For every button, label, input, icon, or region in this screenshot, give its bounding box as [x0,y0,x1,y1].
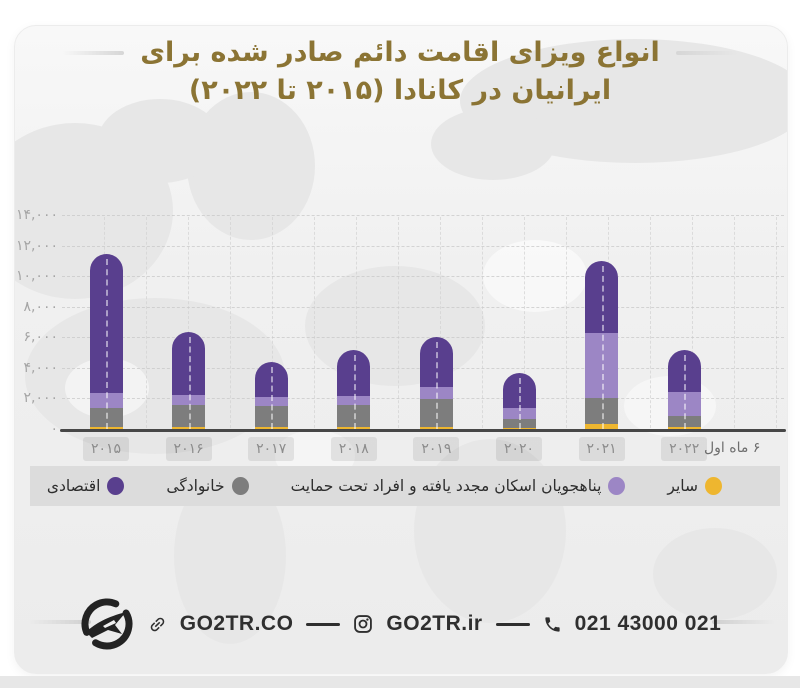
bar-center-dash [519,377,521,429]
v-gridline [146,217,147,428]
x-axis-year-label: ۲۰۱۸ [330,437,377,461]
legend-label-economic: اقتصادی [46,477,101,495]
v-gridline [692,217,693,428]
v-gridline [734,217,735,428]
legend-item-refugees: پناهجویان اسکان مجدد یافته و افراد تحت ح… [291,477,626,495]
x-axis-year-label: ۲۰۱۵ [83,437,129,461]
y-axis-tick-label: ۱۲,۰۰۰ [15,237,58,254]
v-gridline [230,217,231,428]
bar-2020 [502,372,536,429]
legend-item-family: خانوادگی [166,477,249,495]
website-text: GO2TR.CO [179,612,294,635]
v-gridline [566,217,567,428]
footer-line-left [27,620,91,624]
y-axis-tick-label: ۲,۰۰۰ [23,390,58,407]
v-gridline [398,217,399,428]
x-axis-year-label: ۲۰۱۶ [165,437,212,461]
phone-icon [544,616,560,632]
legend-item-economic: اقتصادی [47,477,125,495]
phone-number-text: 021 43000 021 [574,612,722,635]
h-gridline [62,306,784,308]
y-axis-tick-label: ۰ [50,421,58,437]
v-gridline [356,217,357,428]
y-axis-tick-label: ۶,۰۰۰ [23,329,58,346]
legend-dot-family [231,477,249,495]
v-gridline [272,217,273,428]
chart-title: انواع ویزای اقامت دائم صادر شده برای ایر… [0,34,800,110]
bar-2015 [89,254,123,429]
legend-item-other: سایر [667,477,722,495]
h-gridline [62,245,784,247]
x-axis-year-label: ۲۰۲۰ [496,437,542,461]
bar-center-dash [188,337,191,429]
bottom-strip [0,676,800,688]
separator-dash [495,622,530,626]
bar-center-dash [436,342,439,429]
bar-center-dash [106,258,108,429]
x-axis-year-label: ۲۰۲۲ [661,437,708,461]
h-gridline [62,276,784,278]
page-card [14,25,788,674]
v-gridline [188,217,189,428]
legend-bar: سایر پناهجویان اسکان مجدد یافته و افراد ت… [30,466,780,506]
title-dash-right [675,51,738,55]
bar-center-dash [353,354,356,429]
x-axis-year-label: ۲۰۱۹ [413,437,460,461]
legend-label-family: خانوادگی [166,477,225,495]
instagram-icon [354,615,373,633]
h-gridline [62,215,784,216]
v-gridline [314,217,315,428]
go2tr-logo-icon [81,598,133,650]
bar-2017 [254,361,288,429]
h-gridline [62,337,784,339]
y-axis-tick-label: ۴,۰۰۰ [23,359,58,376]
v-gridline [440,217,441,428]
y-axis-tick-label: ۱۰,۰۰۰ [15,268,58,285]
bar-2018 [337,349,371,429]
bar-center-dash [684,355,687,429]
bar-center-dash [601,265,604,429]
chart-title-line2: ایرانیان در کانادا (۲۰۱۵ تا ۲۰۲۲) [188,75,612,106]
legend-label-refugees: پناهجویان اسکان مجدد یافته و افراد تحت ح… [290,477,602,495]
footer: GO2TR.CO GO2TR.ir 021 43000 021 [0,594,800,654]
v-gridline [650,217,651,428]
link-icon [150,617,164,631]
legend-dot-economic [107,477,125,495]
x-axis-year-label: ۲۰۱۷ [248,437,295,461]
title-dash-left [62,51,125,55]
legend-dot-refugees [608,477,626,495]
v-gridline [482,217,483,428]
world-map-background [15,39,787,644]
legend-label-other: سایر [667,477,698,495]
legend-dot-other [705,477,722,495]
y-axis-tick-label: ۱۴,۰۰۰ [15,207,58,223]
bar-2016 [172,332,206,429]
footer-line-right [712,620,776,624]
bar-2022 [667,350,701,429]
v-gridline [776,217,777,428]
instagram-handle-text: GO2TR.ir [386,612,483,635]
y-axis-tick-label: ۸,۰۰۰ [23,298,58,315]
x-axis-note: ۶ ماه اول [704,440,761,456]
separator-dash [306,622,341,626]
bar-2021 [585,260,619,429]
bar-2019 [419,337,453,429]
bar-center-dash [271,366,274,429]
v-gridline [524,217,525,428]
chart-title-line1: انواع ویزای اقامت دائم صادر شده برای [140,37,660,68]
x-axis-line [60,429,786,432]
x-axis-year-label: ۲۰۲۱ [578,437,625,461]
